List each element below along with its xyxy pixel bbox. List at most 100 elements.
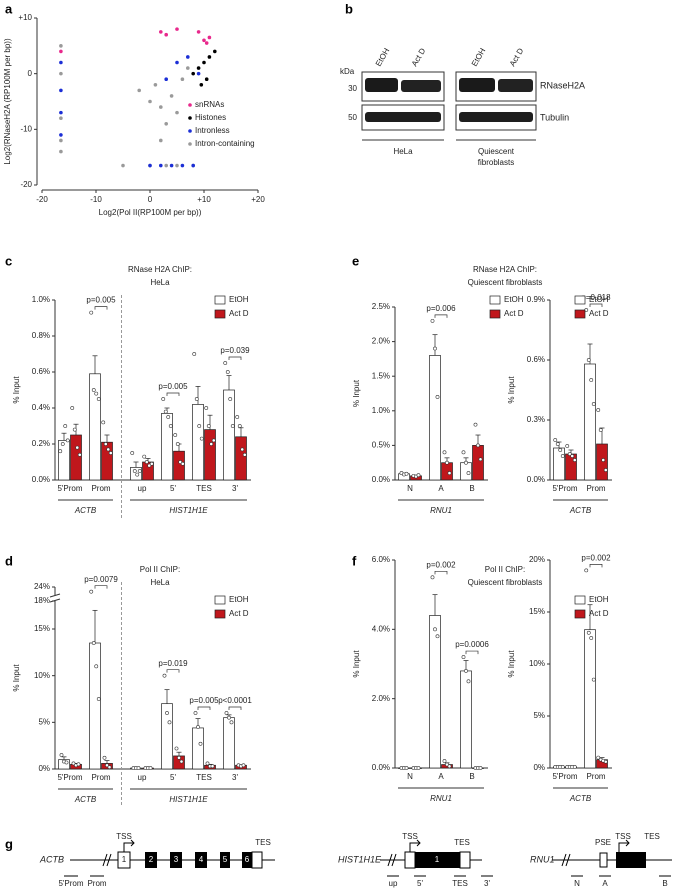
data-point xyxy=(416,766,421,770)
point xyxy=(121,163,125,168)
point xyxy=(180,163,185,168)
bar xyxy=(553,447,565,481)
x-tick-label: A xyxy=(438,772,444,781)
y-tick-label: 0% xyxy=(533,763,545,772)
bar xyxy=(584,629,596,769)
y-axis-label: % Input xyxy=(12,376,21,404)
axis-break xyxy=(49,593,61,598)
data-point xyxy=(229,720,234,725)
data-point xyxy=(162,673,167,678)
y-tick-label: 0.3% xyxy=(527,415,545,424)
marker: 50 xyxy=(348,113,357,122)
gene-name: RNU1 xyxy=(530,854,555,864)
panel-letter: b xyxy=(345,1,353,16)
legend-label: Histones xyxy=(195,113,226,122)
group-label: HIST1H1E xyxy=(169,795,208,804)
bar xyxy=(596,443,608,481)
data-point xyxy=(179,759,184,764)
data-point xyxy=(466,679,471,684)
y-tick-label: 0.0% xyxy=(527,475,545,484)
p-bracket xyxy=(589,564,603,568)
data-point xyxy=(570,454,575,458)
data-point xyxy=(167,720,172,725)
chart-title: RNase H2A ChIP: xyxy=(128,265,192,274)
gene-name: ACTB xyxy=(39,854,64,864)
data-point xyxy=(572,458,577,462)
marker: 30 xyxy=(348,84,357,93)
point xyxy=(164,121,168,126)
x-tick-label: B xyxy=(469,772,474,781)
lane-label: Act D xyxy=(508,46,526,68)
data-point xyxy=(464,460,468,465)
x-tick-label: 0 xyxy=(148,195,153,204)
data-point xyxy=(596,408,601,412)
x-tick-label: N xyxy=(407,772,413,781)
y-axis-label: % Input xyxy=(507,650,516,678)
chart-title: HeLa xyxy=(150,578,170,587)
data-point xyxy=(72,427,77,432)
data-point xyxy=(225,370,230,374)
data-point xyxy=(433,627,437,632)
point xyxy=(59,60,63,65)
data-point xyxy=(466,471,471,475)
bar xyxy=(192,404,204,481)
point xyxy=(175,27,179,31)
y-tick-label: 0% xyxy=(38,764,50,773)
amplicon-label: Prom xyxy=(87,879,106,888)
break-mark xyxy=(387,853,397,867)
p-bracket xyxy=(166,669,180,673)
y-tick-label: 6.0% xyxy=(372,555,390,564)
bar xyxy=(89,642,101,770)
p-value: p=0.0006 xyxy=(455,640,489,649)
y-axis-label: Log2(RNaseH2A (RP100M per bp)) xyxy=(3,38,12,165)
point xyxy=(59,110,63,115)
data-point xyxy=(136,766,141,770)
exon-label: 6 xyxy=(245,855,250,864)
chart-title: HeLa xyxy=(150,278,170,287)
data-point xyxy=(433,346,437,351)
x-tick-label: 3' xyxy=(232,484,238,493)
pse-label: PSE xyxy=(595,838,611,847)
data-point xyxy=(435,395,440,399)
point xyxy=(59,133,63,137)
data-point xyxy=(567,452,572,456)
data-point xyxy=(211,438,216,443)
chart-title: Pol II ChIP: xyxy=(485,565,525,574)
point xyxy=(164,77,168,82)
cell-label: Quiescent xyxy=(478,147,515,156)
lane-label: EtOH xyxy=(470,46,488,68)
legend-marker xyxy=(188,129,192,133)
data-point xyxy=(94,664,99,669)
tss-label: TSS xyxy=(615,832,631,841)
legend-swatch xyxy=(489,295,501,305)
p-bracket xyxy=(197,706,211,710)
panel-letter: c xyxy=(5,253,12,268)
point xyxy=(159,138,163,143)
data-point xyxy=(591,677,596,682)
bar xyxy=(460,670,472,769)
data-point xyxy=(598,428,603,432)
exon-label: 1 xyxy=(122,855,127,864)
chart-title: RNase H2A ChIP: xyxy=(473,265,537,274)
amplicon-label: A xyxy=(602,879,608,888)
exon xyxy=(616,852,646,868)
exon-label: 5 xyxy=(223,855,228,864)
p-bracket xyxy=(94,306,108,310)
bar xyxy=(235,436,247,481)
data-point xyxy=(192,352,197,356)
x-tick-label: TES xyxy=(196,773,212,782)
data-point xyxy=(224,711,229,715)
p-value: p=0.002 xyxy=(426,560,456,569)
tss-arrow xyxy=(409,839,421,852)
point xyxy=(196,71,201,76)
p-value: p=0.005 xyxy=(158,382,188,391)
point xyxy=(180,77,185,82)
y-tick-label: 18% xyxy=(34,596,50,605)
data-point xyxy=(193,711,198,715)
data-point xyxy=(175,442,180,446)
bar xyxy=(472,445,484,481)
point xyxy=(186,55,190,59)
data-point xyxy=(591,402,596,406)
point xyxy=(164,32,168,37)
chart-title: Quiescent fibroblasts xyxy=(468,578,543,587)
